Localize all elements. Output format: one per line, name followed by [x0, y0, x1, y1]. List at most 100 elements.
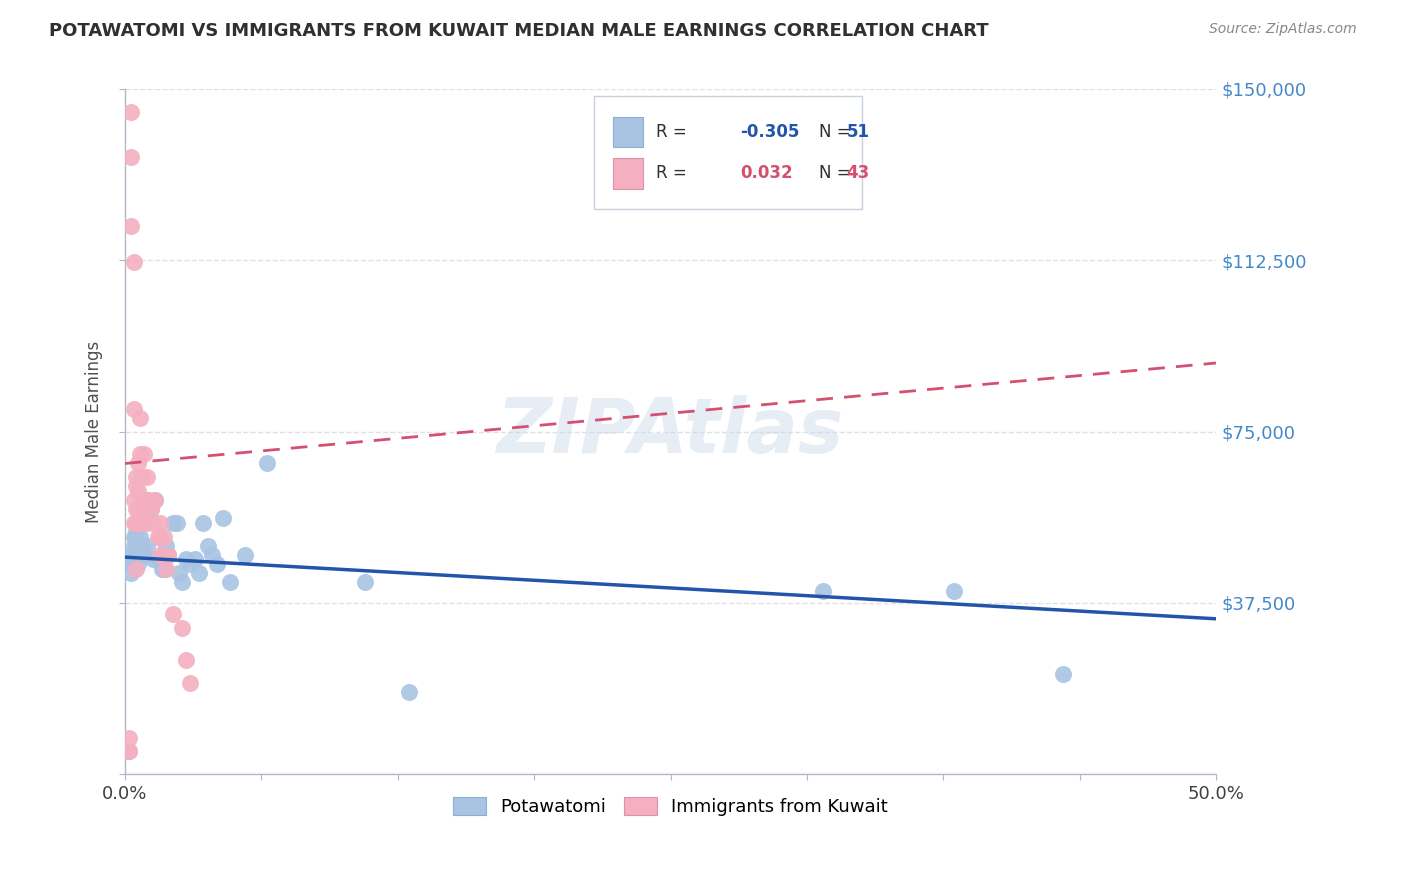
Point — [118, 744, 141, 758]
Point — [122, 255, 145, 269]
Point — [153, 561, 176, 575]
Text: N =: N = — [818, 123, 851, 141]
Text: 51: 51 — [846, 123, 869, 141]
Point — [142, 552, 165, 566]
Point — [169, 566, 191, 581]
Text: 0.032: 0.032 — [741, 164, 793, 182]
Point — [120, 548, 142, 562]
Point — [233, 548, 256, 562]
Point — [155, 539, 177, 553]
Point — [131, 539, 153, 553]
Point — [127, 516, 149, 530]
Point — [125, 502, 148, 516]
Text: Source: ZipAtlas.com: Source: ZipAtlas.com — [1209, 22, 1357, 37]
Text: ZIPAtlas: ZIPAtlas — [496, 394, 844, 468]
Point — [125, 552, 148, 566]
Point — [135, 516, 157, 530]
Point — [174, 552, 197, 566]
Point — [174, 653, 197, 667]
Point — [120, 150, 142, 164]
Point — [155, 561, 177, 575]
Point — [127, 539, 149, 553]
Point — [179, 675, 201, 690]
Point — [135, 493, 157, 508]
Bar — [613, 158, 644, 188]
Point — [122, 530, 145, 544]
Point — [125, 479, 148, 493]
Point — [139, 502, 162, 516]
Text: -0.305: -0.305 — [741, 123, 800, 141]
Point — [354, 575, 377, 590]
Point — [120, 219, 142, 233]
Point — [201, 548, 224, 562]
Point — [145, 493, 167, 508]
Point — [118, 744, 141, 758]
Point — [131, 470, 153, 484]
Point — [1052, 666, 1074, 681]
Point — [122, 516, 145, 530]
Point — [125, 524, 148, 539]
Point — [122, 548, 145, 562]
Point — [188, 566, 211, 581]
Point — [170, 621, 193, 635]
Point — [166, 516, 188, 530]
Point — [145, 493, 167, 508]
Point — [120, 557, 142, 571]
Point — [138, 493, 160, 508]
Point — [398, 685, 420, 699]
Point — [256, 457, 278, 471]
Point — [125, 534, 148, 549]
Point — [138, 502, 160, 516]
Point — [135, 539, 157, 553]
Point — [134, 447, 156, 461]
Point — [149, 530, 172, 544]
Point — [162, 607, 184, 622]
Point — [134, 548, 156, 562]
Point — [142, 516, 165, 530]
Legend: Potawatomi, Immigrants from Kuwait: Potawatomi, Immigrants from Kuwait — [446, 789, 896, 823]
Point — [127, 502, 149, 516]
Text: R =: R = — [657, 164, 688, 182]
Point — [120, 104, 142, 119]
Point — [149, 552, 172, 566]
Point — [813, 584, 835, 599]
Point — [120, 566, 142, 581]
Point — [131, 493, 153, 508]
Point — [149, 548, 172, 562]
Point — [153, 530, 176, 544]
Point — [127, 557, 149, 571]
Point — [118, 731, 141, 745]
Text: R =: R = — [657, 123, 688, 141]
Point — [218, 575, 240, 590]
Point — [127, 457, 149, 471]
Y-axis label: Median Male Earnings: Median Male Earnings — [86, 341, 103, 523]
Point — [157, 548, 180, 562]
Point — [149, 516, 172, 530]
Point — [122, 539, 145, 553]
Point — [125, 516, 148, 530]
Point — [943, 584, 966, 599]
Point — [134, 516, 156, 530]
Point — [127, 483, 149, 498]
Point — [122, 557, 145, 571]
Point — [162, 516, 184, 530]
Point — [129, 516, 152, 530]
Bar — [613, 117, 644, 147]
Point — [146, 552, 169, 566]
Point — [183, 552, 205, 566]
Point — [125, 561, 148, 575]
Point — [205, 557, 228, 571]
Point — [135, 470, 157, 484]
Text: N =: N = — [818, 164, 851, 182]
Point — [197, 539, 219, 553]
Point — [129, 530, 152, 544]
Point — [212, 511, 235, 525]
Point — [120, 552, 142, 566]
Point — [129, 447, 152, 461]
Point — [193, 516, 215, 530]
Point — [139, 502, 162, 516]
Point — [129, 410, 152, 425]
Point — [122, 493, 145, 508]
Point — [122, 401, 145, 416]
Point — [179, 557, 201, 571]
